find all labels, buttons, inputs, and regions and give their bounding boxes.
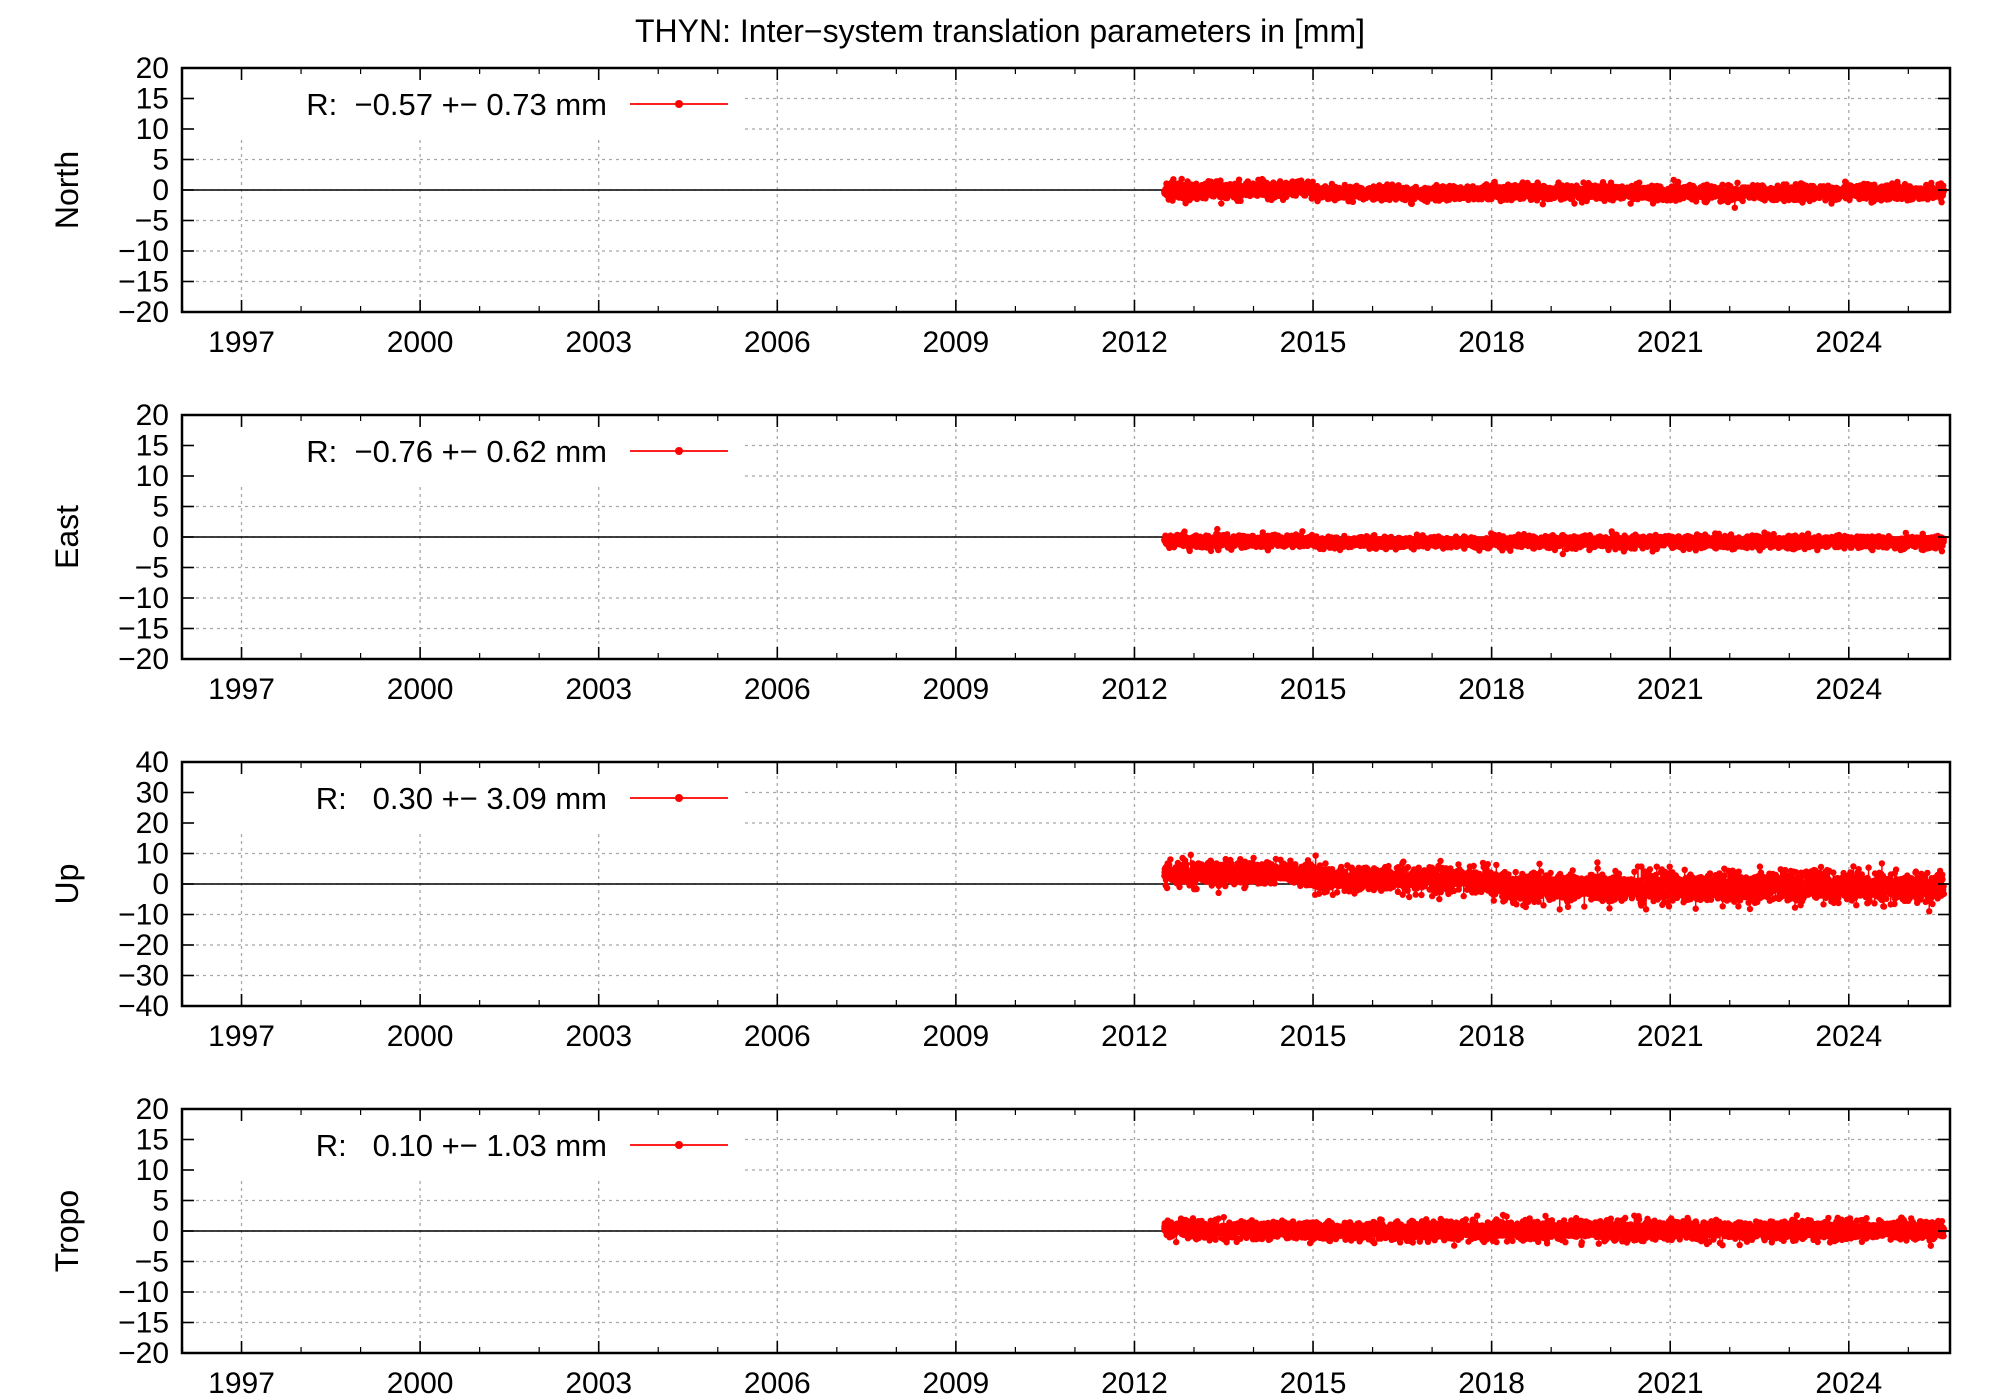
ytick-label: −20 xyxy=(118,296,169,329)
xtick-label: 2021 xyxy=(1637,326,1704,359)
data-point xyxy=(1309,178,1316,185)
ytick-label: −15 xyxy=(118,266,169,299)
data-point xyxy=(1218,200,1225,207)
ytick-label: 15 xyxy=(136,83,169,116)
ytick-label: 0 xyxy=(152,174,169,207)
data-point xyxy=(1178,175,1185,183)
data-point xyxy=(1181,528,1188,535)
legend-label: R: −0.57 +− 0.73 mm xyxy=(306,87,607,122)
data-point xyxy=(1214,525,1221,533)
data-point xyxy=(1674,178,1682,186)
data-point xyxy=(1539,201,1547,208)
data-point xyxy=(1170,176,1177,183)
ytick-label: −10 xyxy=(118,235,169,268)
ytick-label: 10 xyxy=(136,113,169,146)
data-point xyxy=(1186,547,1193,554)
xtick-label: 1997 xyxy=(208,326,275,359)
xtick-label: 2006 xyxy=(744,326,811,359)
data-point xyxy=(1938,199,1945,206)
xtick-label: 2024 xyxy=(1815,326,1882,359)
data-point xyxy=(1299,528,1306,535)
data-point xyxy=(1571,200,1578,207)
data-point xyxy=(1627,200,1634,207)
ytick-label: 20 xyxy=(136,52,169,85)
ylabel: North xyxy=(49,151,85,229)
xtick-label: 2018 xyxy=(1458,326,1525,359)
chart-title: THYN: Inter−system translation parameter… xyxy=(635,13,1365,49)
data-point xyxy=(1341,181,1349,189)
data-point xyxy=(1734,179,1741,186)
xtick-label: 2000 xyxy=(387,326,454,359)
data-point xyxy=(1731,204,1739,211)
xtick-label: 2015 xyxy=(1280,326,1347,359)
series-east xyxy=(1161,525,1948,558)
xtick-label: 2009 xyxy=(922,326,989,359)
xtick-label: 2003 xyxy=(565,326,632,359)
data-point xyxy=(1235,176,1243,183)
xtick-label: 2012 xyxy=(1101,326,1168,359)
data-point xyxy=(1408,200,1416,207)
data-point xyxy=(1349,198,1357,205)
ytick-label: −5 xyxy=(135,205,169,238)
series-north xyxy=(1161,175,1948,211)
data-point xyxy=(1207,547,1215,555)
data-point xyxy=(1719,181,1726,188)
data-point xyxy=(1636,179,1643,186)
data-point xyxy=(1483,181,1490,188)
ytick-label: 5 xyxy=(152,144,169,177)
legend-marker xyxy=(675,100,683,108)
data-point xyxy=(1237,197,1244,205)
data-point xyxy=(1692,198,1700,205)
